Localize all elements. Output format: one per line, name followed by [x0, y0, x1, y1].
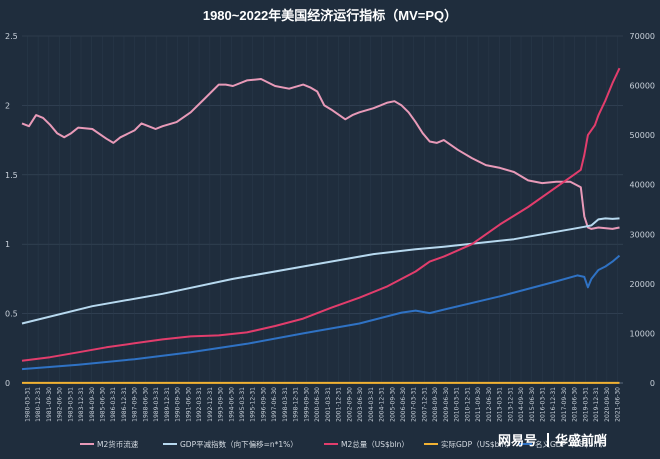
series-line-5	[21, 254, 621, 371]
x-tick-label: 1998-03-31	[282, 387, 289, 422]
x-tick-label: 2004-12-31	[379, 387, 386, 422]
legend-label: 名义GDP（US$bln）	[535, 439, 608, 449]
y-left-tick-label: 2.5	[5, 32, 18, 41]
x-tick-label: 2019-12-31	[593, 387, 600, 422]
x-tick-label: 2018-06-30	[572, 387, 579, 422]
x-tick-label: 2011-09-30	[475, 387, 482, 422]
x-tick-label: 1995-12-31	[250, 387, 257, 422]
x-tick-label: 2013-12-31	[507, 387, 514, 422]
x-tick-label: 1992-03-31	[196, 387, 203, 422]
x-tick-label: 2003-06-30	[357, 387, 364, 422]
watermark: 网易号 华盛前哨	[498, 433, 607, 449]
legend: M2货币流速 GDP平减指数（向下偏移=n*1%） M2总量（US$bln） 实际GD…	[80, 439, 608, 449]
legend-label: 实际GDP（US$bln）	[441, 439, 514, 449]
y-right-tick-label: 20000	[630, 280, 655, 289]
x-tick-label: 1983-03-31	[67, 387, 74, 422]
legend-label: M2总量（US$bln）	[341, 439, 409, 449]
x-tick-label: 2001-12-31	[336, 387, 343, 422]
x-axis: 1980-03-31 1980-12-31 1981-09-30 1982-06-30…	[24, 387, 621, 422]
x-tick-label: 1983-12-31	[78, 387, 85, 422]
x-tick-label: 2016-03-31	[540, 387, 547, 422]
x-tick-label: 2010-12-31	[464, 387, 471, 422]
x-tick-label: 2019-03-31	[582, 387, 589, 422]
x-tick-label: 1986-03-31	[110, 387, 117, 422]
x-tick-label: 2012-06-30	[486, 387, 493, 422]
x-tick-label: 1985-06-30	[99, 387, 106, 422]
x-tick-label: 1980-03-31	[24, 387, 31, 422]
y-right-tick-label: 0	[650, 379, 655, 388]
y-left-tick-label: 0.5	[5, 310, 18, 319]
x-tick-label: 2004-03-31	[368, 387, 375, 422]
x-tick-label: 2014-09-30	[518, 387, 525, 422]
x-tick-label: 2002-09-30	[346, 387, 353, 422]
watermark-text-right: 华盛前哨	[555, 433, 607, 449]
x-tick-label: 1991-06-30	[185, 387, 192, 422]
series-line-3	[21, 67, 621, 362]
x-tick-label: 1984-09-30	[89, 387, 96, 422]
x-tick-label: 2013-03-31	[497, 387, 504, 422]
x-tick-label: 2009-06-30	[443, 387, 450, 422]
right-axis: 0 10000 20000 30000 40000 50000 60000 70000	[630, 32, 655, 388]
y-right-tick-label: 70000	[630, 32, 655, 41]
x-tick-label: 2016-12-31	[550, 387, 557, 422]
x-tick-label: 1999-09-30	[303, 387, 310, 422]
x-tick-label: 1993-09-30	[218, 387, 225, 422]
x-tick-label: 1987-09-30	[132, 387, 139, 422]
x-tick-label: 2007-03-31	[411, 387, 418, 422]
y-left-tick-label: 1	[5, 240, 10, 249]
x-tick-label: 1995-03-31	[239, 387, 246, 422]
y-right-tick-label: 40000	[630, 181, 655, 190]
series-line-2	[21, 217, 620, 325]
chart-title: 1980~2022年美国经济运行指标（MV=PQ）	[203, 8, 457, 23]
x-tick-label: 1986-12-31	[121, 387, 128, 422]
x-tick-label: 1981-09-30	[46, 387, 53, 422]
series-lines	[21, 67, 621, 384]
x-tick-label: 2005-09-30	[389, 387, 396, 422]
x-tick-label: 1996-09-30	[260, 387, 267, 422]
x-tick-label: 2015-06-30	[529, 387, 536, 422]
legend-label: GDP平减指数（向下偏移=n*1%）	[180, 439, 298, 449]
y-right-tick-label: 30000	[630, 230, 655, 239]
legend-label: M2货币流速	[97, 439, 139, 449]
y-left-tick-label: 2	[5, 101, 10, 110]
x-tick-label: 2001-03-31	[325, 387, 332, 422]
x-tick-label: 2007-12-31	[421, 387, 428, 422]
x-tick-label: 2010-03-31	[454, 387, 461, 422]
y-right-tick-label: 60000	[630, 82, 655, 91]
y-right-tick-label: 50000	[630, 131, 655, 140]
y-right-tick-label: 10000	[630, 329, 655, 338]
watermark-divider	[547, 433, 549, 447]
x-tick-label: 2021-06-30	[615, 387, 622, 422]
x-tick-label: 1994-06-30	[228, 387, 235, 422]
x-tick-label: 1982-06-30	[57, 387, 64, 422]
x-tick-label: 1989-12-31	[164, 387, 171, 422]
series-line-1	[21, 78, 620, 230]
x-tick-label: 2008-09-30	[432, 387, 439, 422]
x-tick-label: 1988-06-30	[142, 387, 149, 422]
grid	[22, 35, 623, 384]
x-tick-label: 1989-03-31	[153, 387, 160, 422]
left-axis: 0 0.5 1 1.5 2 2.5	[5, 32, 18, 388]
x-tick-label: 1992-12-31	[207, 387, 214, 422]
x-tick-label: 1998-12-31	[293, 387, 300, 422]
y-left-tick-label: 1.5	[5, 171, 18, 180]
watermark-text-left: 网易号	[498, 434, 537, 449]
x-tick-label: 2000-06-30	[314, 387, 321, 422]
x-tick-label: 2020-09-30	[604, 387, 611, 422]
x-tick-label: 2006-06-30	[400, 387, 407, 422]
x-tick-label: 1990-09-30	[175, 387, 182, 422]
x-tick-label: 2017-09-30	[561, 387, 568, 422]
x-tick-label: 1997-06-30	[271, 387, 278, 422]
y-left-tick-label: 0	[5, 379, 10, 388]
x-tick-label: 1980-12-31	[35, 387, 42, 422]
